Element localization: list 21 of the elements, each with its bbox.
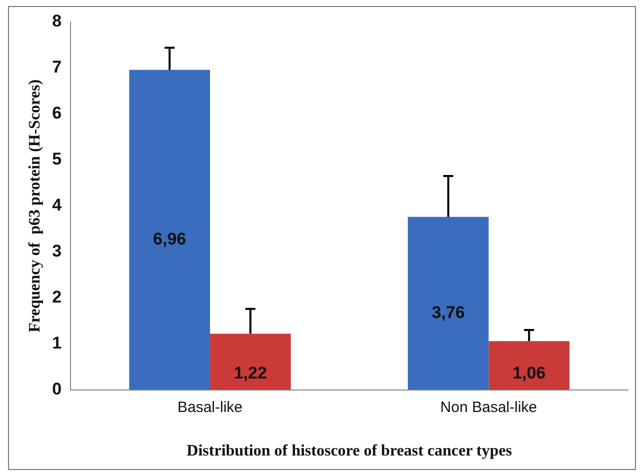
bar [408, 216, 489, 390]
y-tick-label: 5 [52, 150, 62, 169]
y-tick-label: 0 [52, 379, 62, 398]
y-tick-label: 2 [52, 288, 62, 307]
x-tick-label: Non Basal-like [440, 398, 538, 416]
bar [210, 334, 291, 390]
data-label: 1,06 [512, 363, 546, 382]
y-tick-label: 7 [52, 58, 62, 77]
y-tick-label: 4 [52, 196, 62, 215]
x-axis-title: Distribution of histoscore of breast cancer types [186, 442, 512, 460]
x-tick-label: Basal-like [177, 398, 243, 416]
y-axis-title: Frequency of p63 protein (H-Scores) [26, 79, 44, 332]
y-tick-label: 8 [52, 12, 62, 31]
data-label: 1,22 [234, 363, 267, 382]
y-tick-label: 1 [52, 334, 62, 353]
bar [129, 70, 210, 390]
y-tick-label: 3 [52, 242, 62, 261]
data-label: 3,76 [432, 303, 465, 322]
y-tick-label: 6 [52, 104, 62, 123]
bar [488, 341, 570, 390]
data-label: 6,96 [153, 229, 186, 248]
